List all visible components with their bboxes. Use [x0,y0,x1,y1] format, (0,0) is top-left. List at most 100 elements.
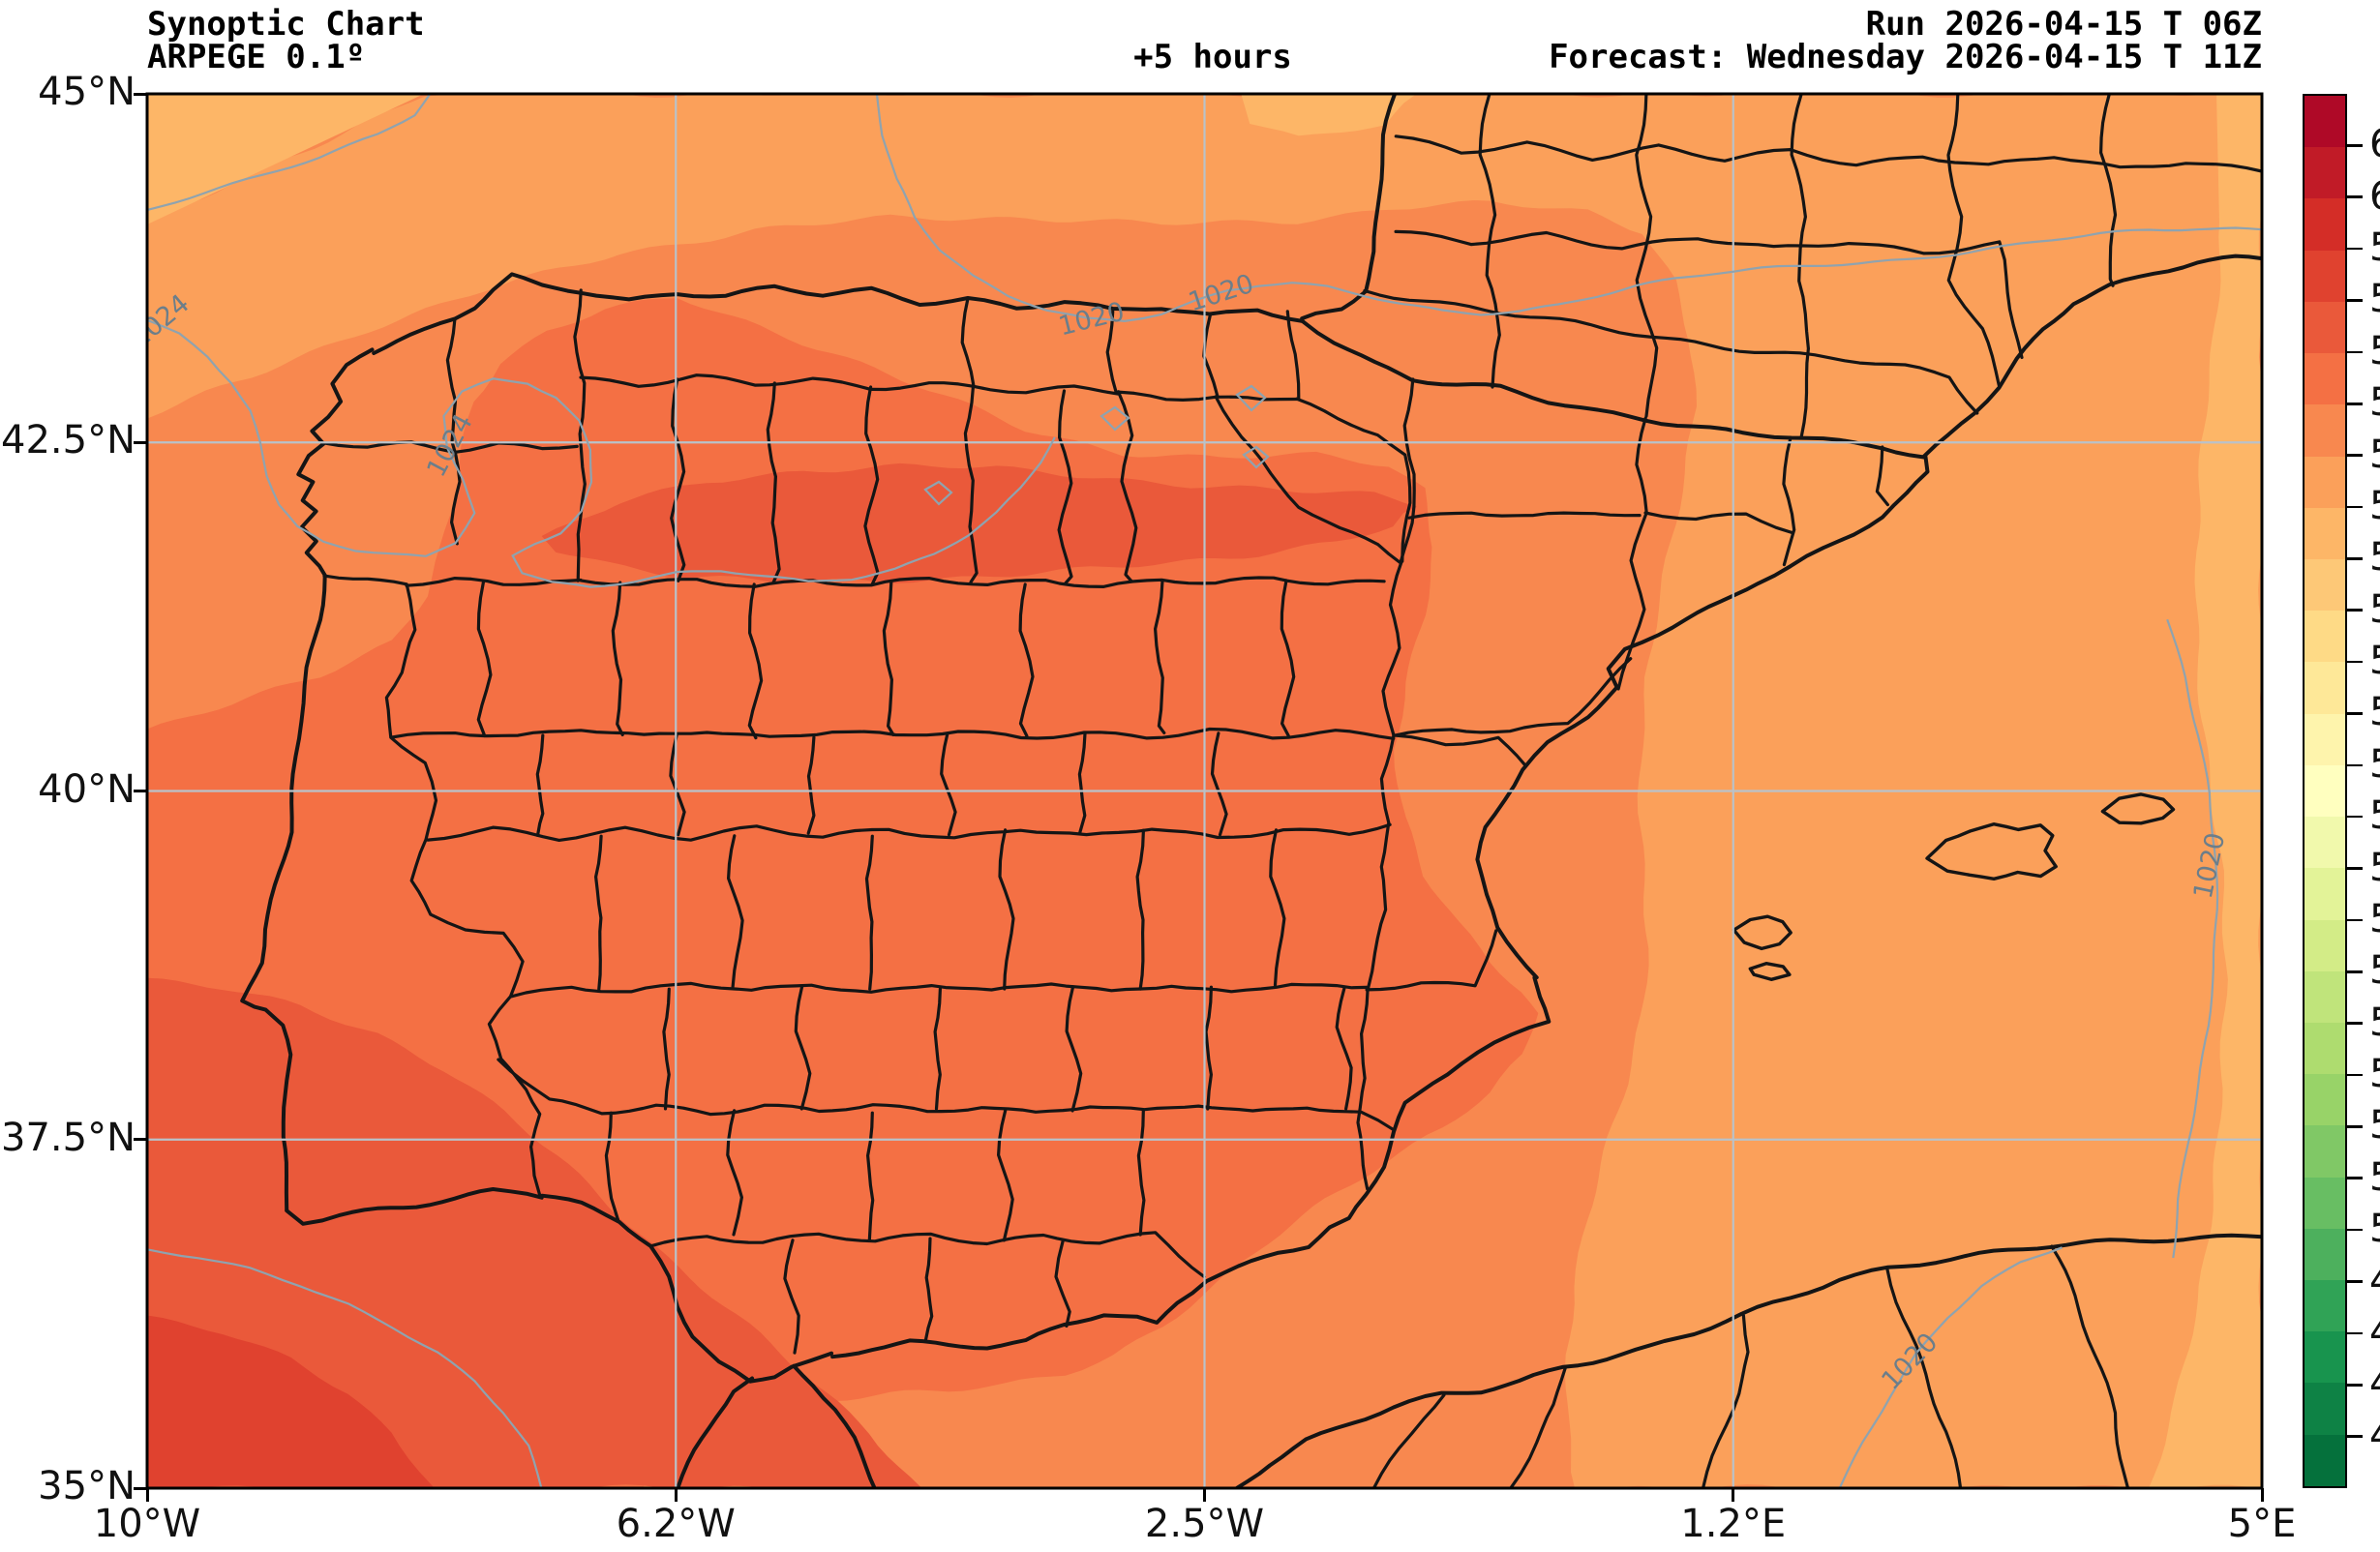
province-border [1363,288,1979,415]
colorbar-tick-label: 490 [2369,1310,2380,1355]
colorbar-tick-mark [2347,1228,2363,1232]
y-tick-label: 37.5°N [1,1115,136,1160]
province-border [1399,377,1416,563]
colorbar-tick-label: 560 [2369,587,2380,632]
field-band-555-ne [1241,94,1415,136]
province-border [1407,511,1642,520]
province-border [806,735,816,835]
province-border [863,385,880,586]
colorbar-tick-label: 555 [2369,639,2380,683]
province-border [2099,94,2118,287]
colorbar-tick-label: 600 [2369,174,2380,219]
x-tick-mark [1732,1488,1735,1502]
province-border [726,1109,743,1237]
colorbar-tick-mark [2347,1435,2363,1438]
province-border [1105,310,1118,395]
province-border [1372,1393,1446,1488]
colorbar-tick-mark [2347,1280,2363,1283]
y-tick-mark [134,92,147,96]
province-border [611,581,624,736]
province-border [1635,94,1659,418]
colorbar-segment [2305,713,2345,765]
colorbar-tick-label: 580 [2369,380,2380,425]
province-border [1946,94,2001,387]
coastline [240,574,327,1212]
colorbar-tick-mark [2347,299,2363,302]
colorbar-tick-label: 565 [2369,535,2380,580]
coastline [1300,94,1398,321]
province-border [1885,1266,1963,1488]
colorbar-tick-label: 535 [2369,846,2380,890]
coastline [285,1187,544,1226]
province-border [322,440,579,454]
province-border [1210,731,1228,837]
province-border [933,987,942,1111]
province-border [923,1237,934,1343]
field-band-585-corner [147,1315,435,1488]
x-tick-mark [2260,1488,2264,1502]
y-tick-mark [134,440,147,444]
colorbar-segment [2305,662,2345,714]
colorbar-tick-mark [2347,763,2363,767]
province-border [864,834,874,991]
field-band-580-north [541,463,1418,583]
province-border [573,288,587,582]
province-border [669,733,686,837]
colorbar-tick-label: 480 [2369,1414,2380,1458]
province-border [509,981,1369,999]
island-outline [1925,822,2058,880]
colorbar-tick-mark [2347,557,2363,560]
colorbar-tick-label: 590 [2369,278,2380,322]
colorbar-segment [2305,611,2345,663]
province-border [1018,582,1035,738]
colorbar-tick-mark [2347,867,2363,870]
isobar-line [147,94,432,212]
x-tick-mark [674,1488,678,1502]
colorbar-segment [2305,558,2345,612]
colorbar-segment [2305,1383,2345,1435]
province-border [960,296,976,389]
colorbar-segment [2305,1177,2345,1229]
province-border [445,317,462,546]
province-border [794,985,812,1111]
province-border [1136,1109,1146,1237]
province-border [1295,397,1412,563]
province-border [1054,1239,1071,1328]
isobar-loop [1100,405,1130,432]
colorbar-tick-mark [2347,1125,2363,1128]
province-border [476,581,493,738]
isobar-line [875,94,2262,323]
province-border [783,1239,800,1355]
province-border [1116,390,1299,402]
province-border [670,377,686,582]
province-border [963,385,979,584]
colorbar-tick-mark [2347,1073,2363,1077]
lead-time-label: +5 hours [1133,38,1292,76]
colorbar-tick-label: 595 [2369,225,2380,270]
colorbar-tick-label: 540 [2369,793,2380,838]
y-tick-label: 35°N [38,1464,136,1509]
x-tick-mark [1203,1488,1206,1502]
forecast-label: Forecast: Wednesday 2026-04-15 T 11Z [1549,38,2262,76]
province-border [1285,310,1301,401]
run-label: Run 2026-04-15 T 06Z [1865,5,2262,44]
province-border [1392,657,1633,737]
province-border [766,381,781,584]
colorbar-segment [2305,198,2345,251]
colorbar-tick-mark [2347,195,2363,199]
coastline [676,1376,755,1488]
y-tick-label: 45°N [38,70,136,115]
province-border [594,834,603,991]
province-border [1394,229,2024,360]
colorbar-segment [2305,1280,2345,1332]
colorbar-segment [2305,353,2345,405]
colorbar-tick-label: 510 [2369,1103,2380,1148]
colorbar-tick-mark [2347,144,2363,147]
province-border [648,1231,1206,1279]
colorbar-tick-label: 605 [2369,122,2380,166]
isobar-line [147,318,1056,588]
province-border [1335,987,1353,1111]
province-border [1875,445,1889,507]
coastline [1475,454,1930,980]
